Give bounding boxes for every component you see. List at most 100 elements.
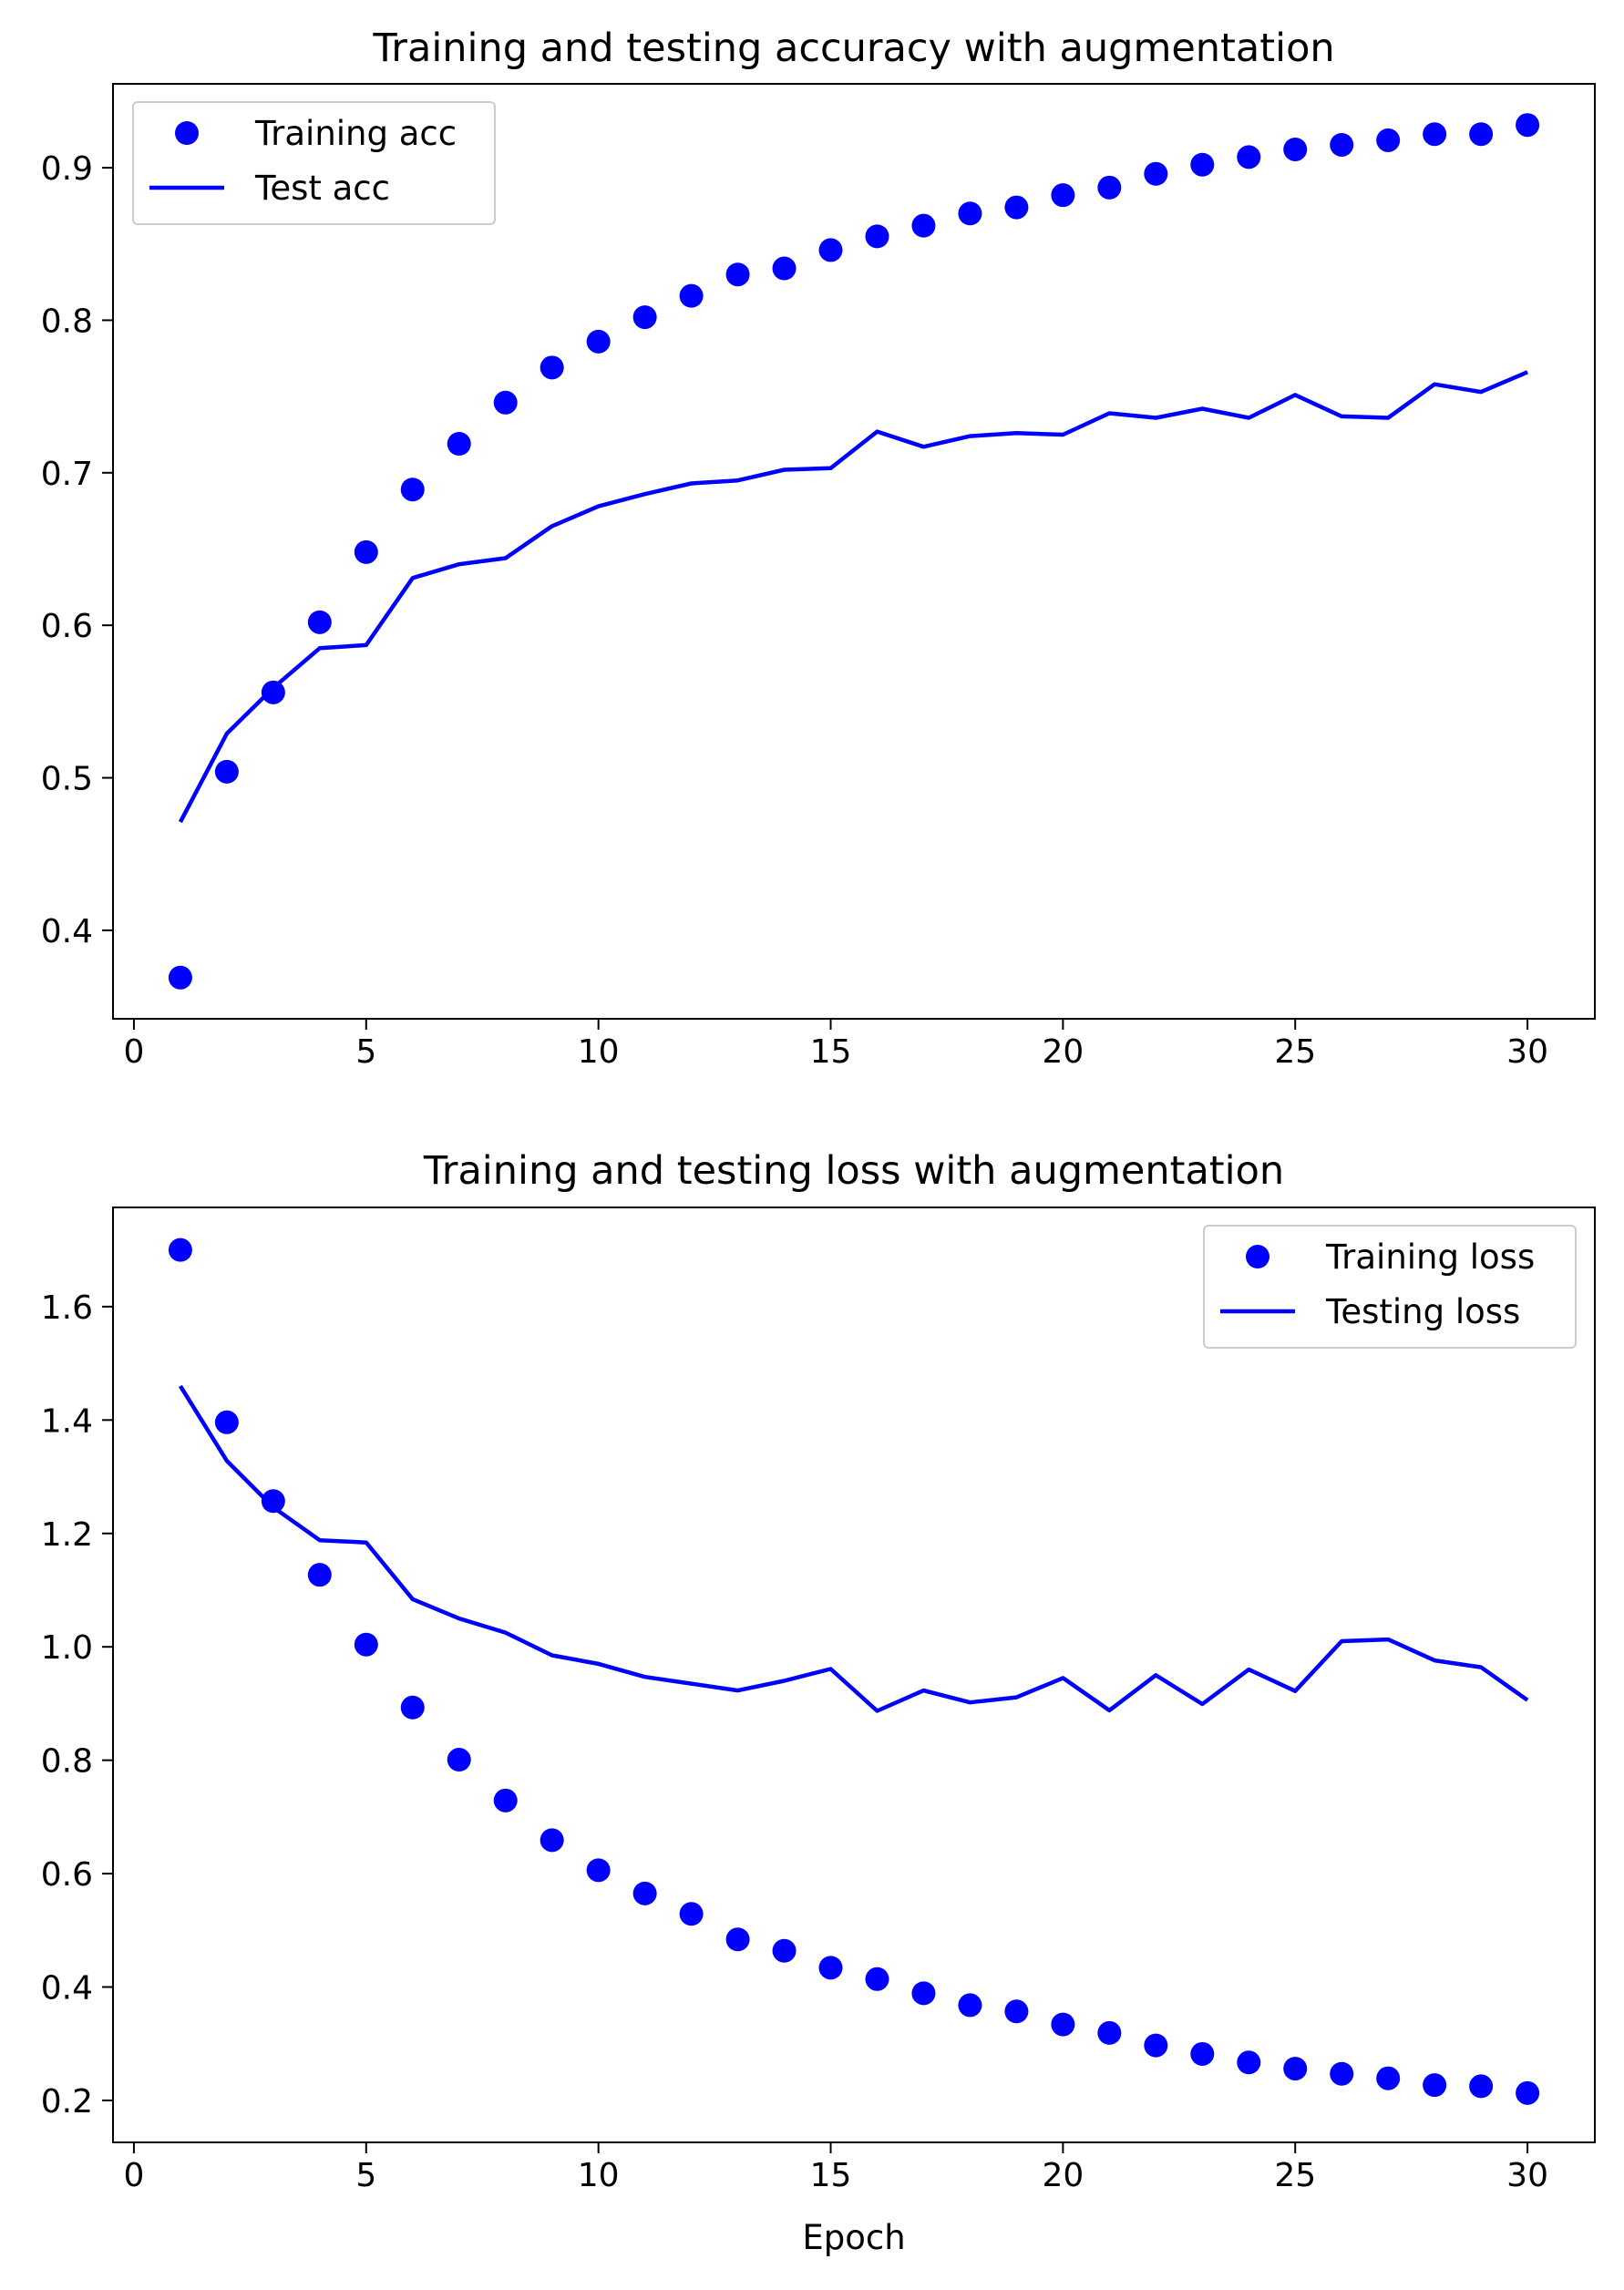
data-point-training-loss (400, 1695, 425, 1720)
data-point-training-acc (1144, 161, 1168, 186)
data-point-training-loss (1516, 2080, 1540, 2105)
y-tick-label: 0.6 (41, 608, 93, 645)
y-tick-label: 1.4 (41, 1402, 93, 1440)
data-point-training-acc (772, 256, 797, 281)
data-point-training-acc (1469, 122, 1494, 147)
data-point-training-loss (865, 1967, 889, 1991)
x-tick-label: 25 (1274, 1033, 1316, 1071)
data-point-training-acc (540, 355, 564, 380)
x-tick-label: 10 (578, 2157, 620, 2194)
data-point-training-acc (632, 305, 657, 330)
y-tick-label: 1.0 (41, 1629, 93, 1667)
data-point-training-acc (1330, 132, 1354, 157)
data-point-training-loss (679, 1902, 704, 1926)
data-point-training-acc (1516, 113, 1540, 138)
data-point-training-loss (1144, 2033, 1168, 2058)
data-point-training-loss (1237, 2050, 1261, 2075)
x-tick-label: 20 (1042, 2157, 1084, 2194)
data-point-training-acc (1423, 122, 1447, 147)
data-point-training-acc (911, 213, 936, 238)
data-point-training-loss (1051, 2012, 1075, 2037)
loss-axes: 0 5 10 15 20 25 30 0.2 0.4 0.6 0.8 1.0 1.2 1.4 1.6 (41, 1207, 1596, 2194)
legend-label-test-acc: Test acc (254, 169, 390, 208)
data-point-training-acc (1237, 145, 1261, 169)
data-point-training-acc (493, 390, 518, 415)
data-point-training-loss (772, 1938, 797, 1963)
accuracy-axes: 0 5 10 15 20 25 30 0.4 0.5 0.6 0.7 0.8 0.9 (41, 83, 1596, 1071)
legend-label-training-loss: Training loss (1325, 1237, 1535, 1277)
y-tick-label: 0.4 (41, 913, 93, 950)
legend-label-testing-loss: Testing loss (1325, 1292, 1520, 1331)
x-tick-label: 15 (810, 2157, 852, 2194)
data-point-training-acc (261, 680, 285, 704)
x-tick-label: 25 (1274, 2157, 1316, 2194)
axes-frame (112, 83, 1596, 1020)
data-point-training-loss (447, 1748, 471, 1772)
legend-marker-dot (175, 121, 199, 145)
x-axis-label: Epoch (802, 2218, 905, 2257)
data-point-training-loss (261, 1489, 285, 1514)
loss-legend: Training loss Testing loss (1203, 1225, 1577, 1349)
data-point-training-acc (1376, 128, 1401, 152)
data-point-training-acc (865, 224, 889, 249)
data-point-training-acc (354, 539, 378, 564)
y-tick-label: 0.8 (41, 1743, 93, 1781)
x-tick-label: 30 (1506, 1033, 1548, 1071)
chart-title: Training and testing loss with augmentat… (423, 1148, 1284, 1194)
x-tick-label: 20 (1042, 1033, 1084, 1071)
data-point-training-acc (400, 478, 425, 502)
data-point-training-acc (679, 283, 704, 308)
data-point-training-acc (1097, 175, 1122, 200)
x-tick-label: 0 (123, 2157, 144, 2194)
data-point-training-loss (354, 1632, 378, 1657)
data-point-training-loss (958, 1993, 982, 2018)
data-point-training-loss (1423, 2073, 1447, 2098)
data-point-training-acc (214, 759, 239, 784)
data-point-training-acc (1190, 152, 1215, 177)
data-point-training-loss (911, 1981, 936, 2006)
series-line-testing-loss (178, 1384, 1529, 1713)
accuracy-legend: Training acc Test acc (132, 101, 496, 225)
legend-frame (132, 101, 496, 225)
data-point-training-loss (1469, 2074, 1494, 2099)
data-point-training-acc (1004, 195, 1029, 220)
y-tick-label: 0.2 (41, 2083, 93, 2121)
data-point-training-acc (1051, 183, 1075, 208)
x-tick-label: 30 (1506, 2157, 1548, 2194)
data-point-training-loss (632, 1881, 657, 1905)
x-tick-label: 0 (123, 1033, 144, 1071)
y-tick-label: 0.8 (41, 303, 93, 340)
y-tick-label: 0.6 (41, 1856, 93, 1894)
accuracy-chart: Training and testing accuracy with augme… (41, 26, 1596, 1071)
data-point-training-loss (1097, 2020, 1122, 2045)
data-point-training-loss (168, 1237, 192, 1262)
data-point-training-acc (307, 610, 332, 634)
data-point-training-loss (818, 1956, 843, 1980)
data-point-training-acc (725, 262, 750, 287)
x-tick-label: 5 (355, 2157, 376, 2194)
y-tick-label: 0.5 (41, 761, 93, 798)
y-tick-label: 0.4 (41, 1970, 93, 2008)
series-line-test-acc (178, 370, 1528, 824)
data-point-training-acc (1283, 137, 1308, 161)
data-point-training-loss (586, 1858, 611, 1883)
y-tick-label: 1.2 (41, 1516, 93, 1554)
data-point-training-loss (307, 1563, 332, 1587)
axes-frame (112, 1207, 1596, 2143)
data-point-training-acc (958, 201, 982, 226)
x-tick-label: 10 (578, 1033, 620, 1071)
data-point-training-acc (447, 432, 471, 457)
y-tick-label: 0.7 (41, 456, 93, 493)
data-point-training-acc (168, 965, 192, 990)
data-point-training-acc (818, 238, 843, 262)
x-tick-label: 5 (355, 1033, 376, 1071)
data-point-training-loss (725, 1927, 750, 1952)
x-tick-label: 15 (810, 1033, 852, 1071)
y-tick-label: 0.9 (41, 150, 93, 188)
data-point-training-loss (493, 1788, 518, 1812)
data-point-training-loss (1004, 1999, 1029, 2024)
legend-marker-dot (1246, 1245, 1269, 1268)
data-point-training-loss (540, 1828, 564, 1853)
